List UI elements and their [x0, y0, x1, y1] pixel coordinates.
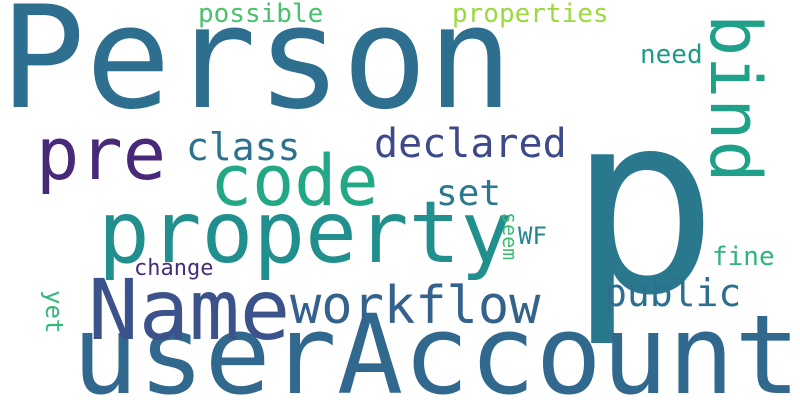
word-properties: properties: [452, 1, 609, 27]
word-possible: possible: [198, 1, 323, 27]
word-workflow: workflow: [290, 280, 540, 332]
word-pre: pre: [36, 118, 166, 190]
word-wf: WF: [518, 224, 547, 248]
word-change: change: [134, 258, 213, 280]
word-seem: seem: [500, 212, 520, 260]
word-need: need: [640, 42, 703, 68]
word-class: class: [186, 128, 300, 166]
word-bind: bind: [700, 14, 770, 183]
word-public: public: [604, 274, 741, 312]
word-declared: declared: [374, 124, 567, 164]
word-set: set: [436, 176, 501, 212]
word-yet: yet: [42, 290, 66, 333]
word-fine: fine: [712, 244, 775, 270]
